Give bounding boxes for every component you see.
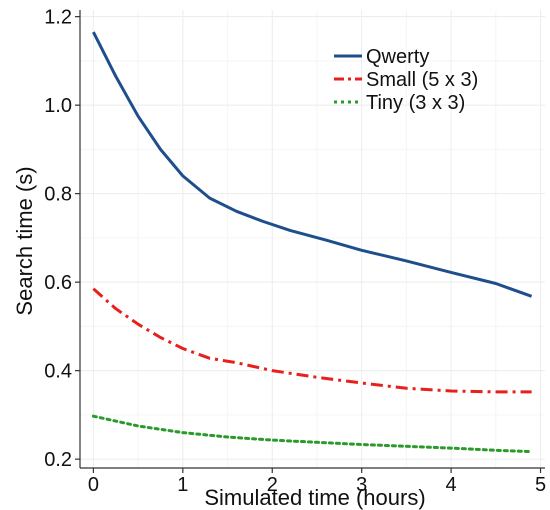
legend-label: Tiny (3 x 3) <box>366 92 465 114</box>
series-line-2 <box>92 287 532 394</box>
axes: 0 1 2 3 4 5 0.2 0.4 0.6 0.8 1.0 1.2 <box>44 7 546 496</box>
series-line-3 <box>91 414 534 454</box>
x-tick-label: 1 <box>177 474 188 496</box>
x-tick-label: 5 <box>535 474 546 496</box>
y-tick-label: 1.0 <box>44 95 72 117</box>
y-tick-label: 0.4 <box>44 361 72 383</box>
y-axis-title: Search time (s) <box>12 166 37 315</box>
x-tick-label: 0 <box>88 474 99 496</box>
y-tick-label: 1.2 <box>44 7 72 29</box>
y-tick-label: 0.8 <box>44 184 72 206</box>
legend-label: Small (5 x 3) <box>366 69 478 91</box>
grid <box>80 10 545 468</box>
x-tick-label: 4 <box>446 474 457 496</box>
x-tick-label: 3 <box>356 474 367 496</box>
x-tick-label: 2 <box>267 474 278 496</box>
y-tick-label: 0.2 <box>44 449 72 471</box>
y-tick-label: 0.6 <box>44 272 72 294</box>
x-axis-title: Simulated time (hours) <box>204 485 425 510</box>
series-line-1 <box>92 31 533 298</box>
legend-label: Qwerty <box>366 46 429 68</box>
series-lines <box>91 31 534 454</box>
